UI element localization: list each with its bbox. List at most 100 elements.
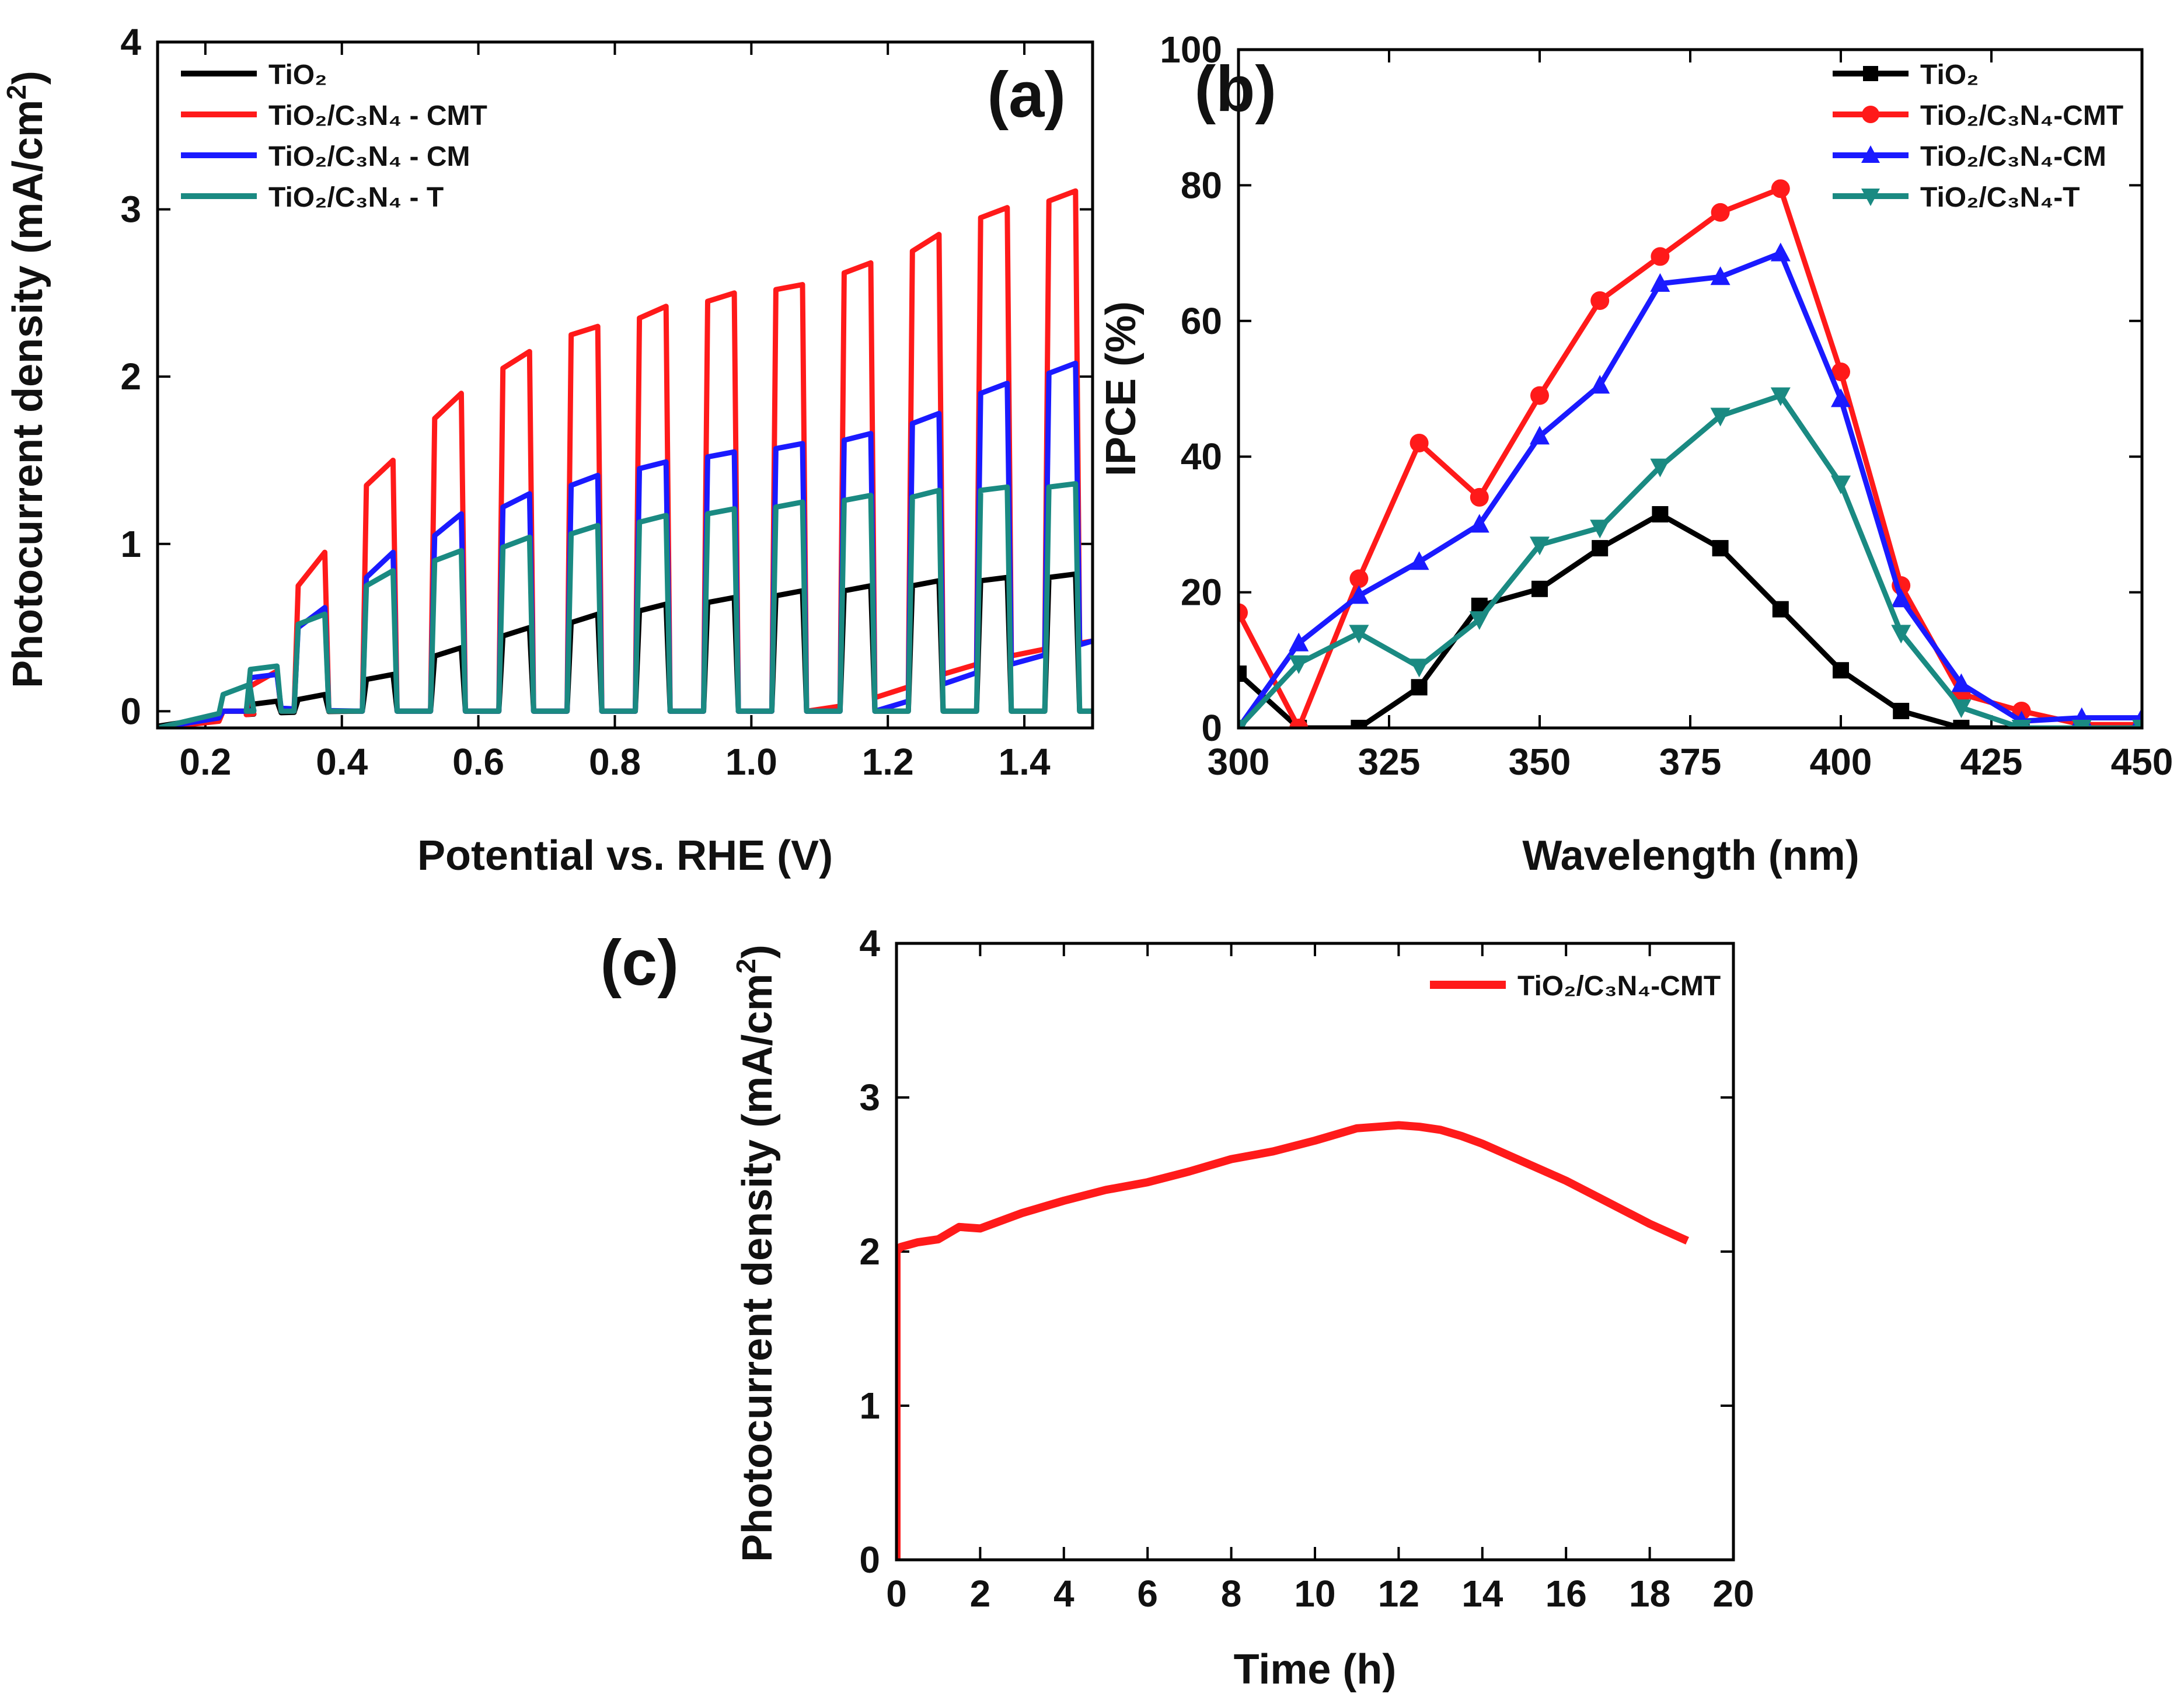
series-line-b-0 (1238, 511, 2142, 728)
y-tick-label: 1 (859, 1385, 880, 1427)
data-point (1650, 273, 1670, 292)
series-line-a-3 (158, 481, 1093, 728)
data-point (1530, 426, 1550, 445)
plot-frame (1237, 48, 2144, 730)
data-point (1893, 702, 1910, 719)
x-tick-label: 1.4 (999, 741, 1051, 783)
data-point (1349, 625, 1369, 644)
data-point (1238, 720, 1248, 728)
data-point (1710, 407, 1731, 427)
data-point (1410, 433, 1429, 452)
data-point (1590, 291, 1610, 310)
legend-label: TiO₂/C₃N₄-CM (1920, 141, 2106, 172)
x-tick-label: 14 (1461, 1573, 1503, 1615)
x-tick-label: 16 (1545, 1573, 1587, 1615)
legend-label: TiO₂/C₃N₄-T (1920, 182, 2080, 213)
y-tick-label: 4 (859, 922, 880, 964)
panel-label: (c) (601, 927, 679, 999)
data-point (1891, 588, 1911, 608)
data-point (1530, 536, 1550, 556)
x-tick-label: 0.4 (316, 741, 368, 783)
data-point (1951, 699, 1972, 719)
y-tick-label: 0 (1201, 707, 1222, 749)
data-point (2011, 720, 2032, 728)
data-point (1238, 665, 1247, 682)
y-tick-label: 3 (120, 189, 141, 231)
data-point (1712, 540, 1729, 557)
x-axis-label: Potential vs. RHE (V) (417, 832, 833, 879)
x-tick-label: 6 (1137, 1573, 1158, 1615)
data-point (1652, 506, 1669, 522)
legend-marker (1861, 145, 1880, 163)
x-tick-label: 300 (1208, 741, 1270, 783)
x-tick-label: 8 (1221, 1573, 1242, 1615)
y-tick-label: 20 (1181, 572, 1222, 614)
data-point (1831, 388, 1851, 407)
x-tick-label: 2 (970, 1573, 991, 1615)
x-tick-label: 10 (1294, 1573, 1335, 1615)
data-point (1289, 632, 1309, 651)
legend-label: TiO₂/C₃N₄-CMT (1920, 100, 2123, 131)
y-tick-label: 3 (859, 1076, 880, 1118)
data-point (1411, 679, 1428, 696)
chart-a: 0.2 0.4 0.6 0.8 1.0 1.2 1.4 0 1 2 3 4 TiO₂ TiO₂/C₃N₄ … (1, 21, 1094, 879)
data-point (1469, 514, 1489, 533)
data-point (1469, 611, 1489, 630)
x-tick-label: 4 (1053, 1573, 1074, 1615)
data-point (1470, 487, 1489, 507)
data-point (1592, 540, 1609, 557)
series-group (1238, 179, 2142, 728)
x-axis-label: Wavelength (nm) (1522, 832, 1859, 879)
series-line-c-0 (896, 1121, 1689, 1560)
x-tick-label: 18 (1629, 1573, 1670, 1615)
legend-label: TiO₂/C₃N₄ - CM (268, 141, 470, 172)
data-point (2132, 720, 2142, 728)
data-point (1530, 386, 1549, 405)
data-point (1289, 655, 1309, 674)
data-point (1831, 475, 1851, 494)
data-point (1651, 247, 1670, 266)
data-point (1349, 569, 1369, 588)
data-point (1590, 375, 1610, 394)
plot-frame (895, 942, 1735, 1562)
data-point (1711, 203, 1730, 222)
series-line-b-1 (1238, 186, 2142, 728)
x-tick-label: 325 (1358, 741, 1421, 783)
data-point (1351, 720, 1367, 728)
data-point (1409, 658, 1429, 678)
x-axis-label: Time (h) (1234, 1646, 1397, 1693)
data-point (1831, 362, 1850, 381)
y-tick-label: 80 (1181, 164, 1222, 206)
data-point (1349, 585, 1369, 604)
legend-label: TiO₂ (1920, 60, 1979, 90)
plot-frame (156, 40, 1094, 730)
legend-marker (1861, 189, 1880, 206)
data-point (1650, 458, 1670, 478)
y-tick-label: 40 (1181, 435, 1222, 478)
x-tick-label: 20 (1712, 1573, 1754, 1615)
data-point (1409, 551, 1429, 570)
data-point (1953, 720, 1970, 728)
x-tick-label: 450 (2111, 741, 2173, 783)
data-point (1770, 242, 1791, 262)
x-tick-label: 0 (886, 1573, 907, 1615)
data-point (1833, 662, 1849, 679)
x-tick-label: 400 (1810, 741, 1872, 783)
x-tick-label: 0.8 (589, 741, 641, 783)
x-tick-label: 0.6 (452, 741, 504, 783)
data-point (1770, 387, 1791, 406)
x-tick-label: 1.0 (725, 741, 777, 783)
data-point (1289, 719, 1309, 728)
series-line-b-3 (1238, 393, 2142, 728)
y-tick-label: 1 (120, 523, 141, 565)
y-tick-label: 0 (859, 1539, 880, 1581)
y-tick-label: 2 (859, 1231, 880, 1273)
legend-marker (1862, 106, 1879, 123)
data-point (1771, 179, 1790, 198)
x-tick-label: 375 (1659, 741, 1722, 783)
series-group (158, 188, 1093, 728)
data-point (1531, 580, 1548, 597)
data-point (1710, 266, 1731, 285)
data-point (1590, 520, 1610, 539)
